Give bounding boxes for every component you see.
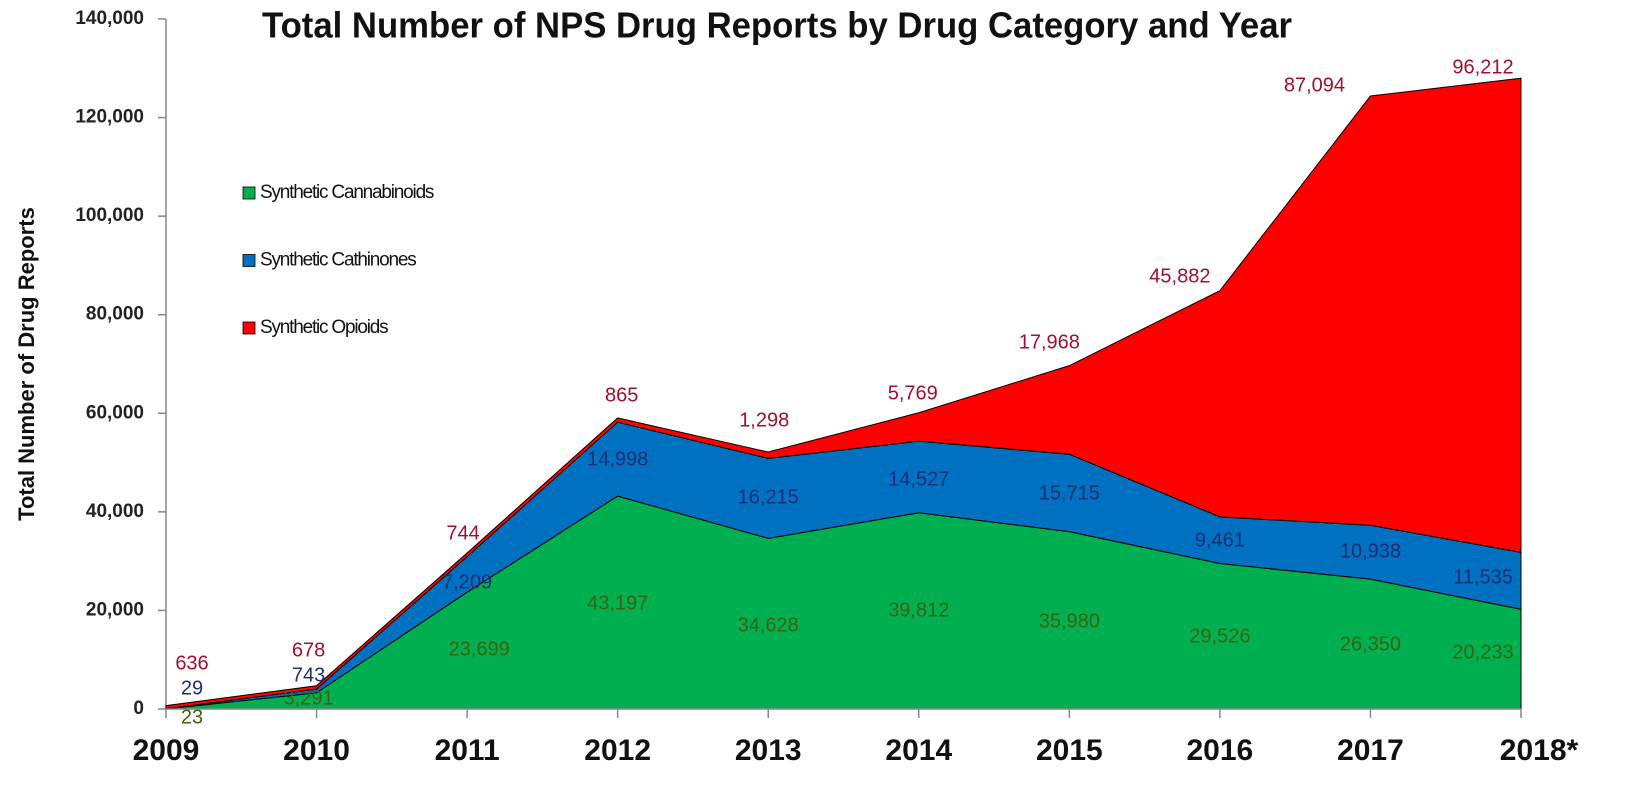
value-label: 1,298 [739,409,789,431]
x-tick-label: 2010 [283,734,350,767]
value-label: 16,215 [738,486,799,508]
legend-swatch [242,186,256,200]
value-label: 17,968 [1019,331,1080,353]
value-label: 3,291 [284,687,334,709]
value-label: 26,350 [1340,633,1401,655]
value-label: 865 [605,384,638,406]
value-label: 23 [181,706,203,728]
x-tick-label: 2011 [435,734,500,767]
y-tick-label: 60,000 [86,402,144,423]
value-label: 45,882 [1149,265,1210,287]
value-label: 14,998 [587,448,648,470]
value-label: 87,094 [1284,74,1345,96]
x-tick-label: 2018* [1500,734,1579,767]
y-axis-label: Total Number of Drug Reports [14,207,39,521]
value-label: 743 [292,664,325,686]
legend-swatch [242,254,256,267]
value-label: 10,938 [1340,540,1401,562]
value-label: 7,209 [442,571,492,593]
value-label: 744 [446,522,479,544]
x-tick-label: 2014 [885,734,952,767]
x-tick-label: 2012 [584,734,651,767]
y-tick-label: 40,000 [86,501,144,522]
value-label: 29 [181,677,203,699]
x-tick-label: 2009 [133,734,200,767]
legend-swatch [242,321,256,335]
value-label: 43,197 [587,592,648,614]
x-tick-label: 2016 [1187,734,1254,767]
value-label: 9,461 [1195,529,1245,551]
y-tick-label: 80,000 [86,304,144,325]
value-label: 678 [292,639,325,661]
value-label: 96,212 [1452,56,1513,78]
value-label: 29,526 [1189,625,1250,647]
value-label: 34,628 [738,614,799,636]
y-tick-label: 140,000 [75,8,144,29]
legend-label: Synthetic Cathinones [260,250,416,271]
legend-label: Synthetic Cannabinoids [260,182,434,203]
y-tick-label: 120,000 [75,107,144,128]
value-label: 5,769 [888,382,938,404]
y-tick-label: 0 [133,698,144,719]
value-label: 11,535 [1453,566,1513,588]
value-label: 20,233 [1452,641,1513,663]
x-tick-label: 2015 [1036,734,1103,767]
x-tick-label: 2013 [735,734,802,767]
y-tick-label: 20,000 [86,599,144,620]
area [165,77,1522,710]
y-tick-label: 100,000 [75,205,144,226]
value-label: 636 [175,652,208,674]
x-tick-label: 2017 [1337,734,1404,767]
value-label: 35,980 [1039,610,1100,632]
value-label: 39,812 [888,599,949,621]
value-label: 23,699 [449,638,510,660]
value-label: 15,715 [1039,482,1100,504]
legend-label: Synthetic Opioids [260,317,388,338]
chart-title: Total Number of NPS Drug Reports by Drug… [262,5,1292,46]
value-label: 14,527 [888,468,949,490]
